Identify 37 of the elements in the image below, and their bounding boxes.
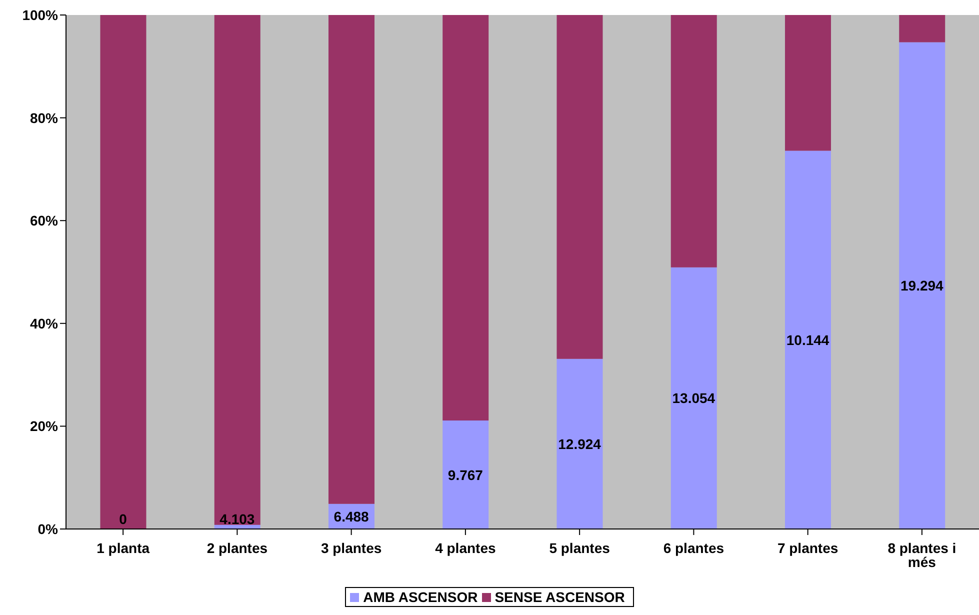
bar (328, 15, 374, 504)
bar (556, 358, 603, 529)
x-tick-label: 1 planta (96, 540, 150, 556)
annotation: 13.054 (672, 390, 716, 406)
annotation: 19.294 (900, 278, 944, 294)
bar (784, 150, 831, 529)
bar (442, 420, 489, 529)
y-tick-label: 60% (30, 212, 59, 229)
bar (556, 15, 603, 359)
bar (670, 15, 717, 268)
bar (442, 15, 489, 421)
x-tick-label: 6 plantes (663, 540, 724, 556)
annotation: 4.103 (220, 511, 255, 527)
x-tick-label: 4 plantes (435, 540, 496, 556)
x-tick-label: 7 plantes (777, 540, 838, 556)
legend-label: SENSE ASCENSOR (494, 589, 625, 605)
y-tick-label: 80% (30, 110, 59, 126)
annotation: 10.144 (786, 332, 830, 348)
annotation: 12.924 (558, 436, 602, 452)
bar (899, 42, 946, 529)
annotation: 6.488 (334, 508, 370, 524)
x-tick-label: 2 plantes (206, 540, 268, 556)
y-tick-label: 20% (30, 418, 59, 434)
x-tick-label: 5 plantes (549, 540, 610, 556)
bar (100, 15, 146, 529)
y-tick-label: 40% (30, 315, 59, 332)
annotation: 0 (119, 511, 128, 527)
x-tick-label: 3 plantes (320, 540, 382, 556)
bar (214, 15, 260, 525)
legend-label: AMB ASCENSOR (362, 589, 478, 605)
bar (670, 267, 717, 529)
bar (784, 15, 831, 151)
x-tick-label: 8 plantes i més (888, 540, 956, 570)
bar (899, 15, 946, 42)
annotation: 9.767 (448, 466, 484, 483)
y-tick-label: 0% (38, 520, 59, 537)
y-tick-label: 100% (22, 6, 59, 23)
